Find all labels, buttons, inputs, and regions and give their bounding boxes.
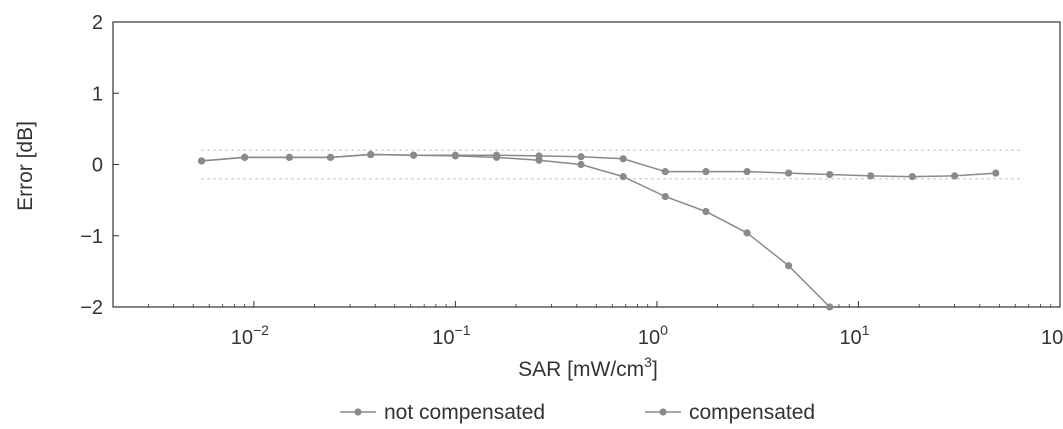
legend-item-not-compensated: not compensated (340, 401, 545, 424)
y-axis-label: Error [dB] (14, 121, 37, 211)
data-point-not-compensated-12 (702, 207, 710, 216)
data-point-compensated-10 (619, 155, 627, 163)
x-axis-label-suffix: ] (652, 358, 658, 381)
legend-marker-compensated (659, 408, 667, 416)
series-line-compensated (201, 153, 996, 178)
legend-marker-not-compensated (354, 408, 362, 416)
y-tick-label-2: 0 (92, 155, 103, 177)
data-point-compensated-13 (743, 168, 751, 176)
series-line-not-compensated (201, 153, 831, 308)
x-tick-label-exp-1: −1 (455, 322, 471, 338)
data-point-not-compensated-9 (577, 160, 585, 169)
data-point-not-compensated-10 (619, 173, 627, 181)
x-axis-label-sup: 3 (644, 354, 652, 370)
data-point-compensated-1 (241, 153, 249, 161)
x-tick-label-0: 10−2 (231, 322, 269, 349)
data-point-compensated-3 (326, 153, 335, 161)
plot-frame (112, 21, 1061, 308)
x-axis-label-main: SAR [mW/cm (518, 358, 644, 381)
y-tick-label-4: −2 (80, 297, 103, 319)
data-point-compensated-19 (992, 169, 1000, 177)
y-tick-label-3: −1 (80, 226, 103, 248)
x-tick-label-base-0: 10 (231, 327, 253, 349)
data-point-compensated-8 (535, 152, 543, 160)
data-point-compensated-2 (285, 153, 293, 161)
data-point-compensated-0 (197, 157, 206, 165)
x-tick-label-3: 101 (839, 322, 869, 349)
legend-label-compensated: compensated (689, 401, 815, 424)
data-point-compensated-16 (867, 172, 875, 180)
x-tick-label-4: 102 (1041, 322, 1063, 349)
data-point-compensated-7 (492, 151, 501, 159)
y-tick-label-1: 1 (92, 83, 103, 105)
data-point-compensated-5 (409, 151, 418, 159)
legend-label-not-compensated: not compensated (384, 401, 545, 424)
x-tick-label-exp-2: 0 (660, 322, 668, 338)
data-point-compensated-6 (451, 151, 459, 159)
x-tick-label-base-3: 10 (839, 327, 861, 349)
data-point-not-compensated-11 (661, 192, 669, 201)
x-tick-label-1: 10−1 (432, 322, 470, 349)
y-tick-label-0: 2 (92, 12, 103, 34)
x-axis-label: SAR [mW/cm3] (518, 354, 658, 381)
data-point-compensated-15 (826, 170, 834, 179)
x-tick-label-2: 100 (638, 322, 668, 349)
x-tick-label-base-4: 10 (1041, 327, 1063, 349)
x-tick-label-exp-3: 1 (862, 322, 870, 338)
data-point-compensated-18 (951, 172, 959, 180)
x-tick-label-base-2: 10 (638, 327, 660, 349)
legend-item-compensated: compensated (645, 401, 815, 424)
data-point-compensated-11 (661, 168, 669, 176)
x-tick-label-base-1: 10 (432, 327, 454, 349)
data-point-compensated-14 (784, 169, 793, 177)
legend: not compensated compensated (340, 401, 815, 424)
data-point-not-compensated-13 (743, 229, 751, 237)
data-point-compensated-12 (702, 168, 710, 176)
data-point-compensated-4 (367, 150, 375, 159)
data-point-compensated-17 (908, 173, 916, 181)
data-point-compensated-9 (577, 153, 585, 161)
x-tick-label-exp-0: −2 (253, 322, 269, 338)
data-point-not-compensated-15 (826, 303, 834, 311)
data-point-not-compensated-14 (784, 262, 793, 270)
